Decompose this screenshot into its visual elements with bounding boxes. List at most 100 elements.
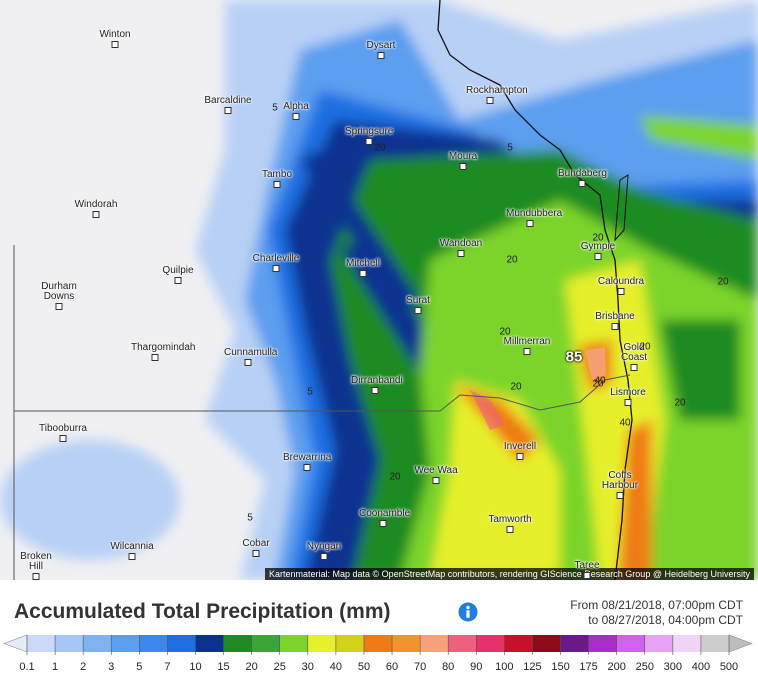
place-marker — [486, 97, 494, 104]
place-label: Tibooburra — [39, 423, 87, 434]
colorbar-tick-label: 2 — [80, 661, 86, 673]
colorbar-tick-label: 125 — [523, 661, 541, 673]
precipitation-field — [0, 0, 758, 580]
colorbar-tick-label: 175 — [579, 661, 597, 673]
legend-title: Accumulated Total Precipitation (mm) — [14, 600, 391, 623]
contour-label: 20 — [499, 326, 511, 338]
place-marker — [174, 277, 182, 284]
place-label: Lismore — [610, 387, 646, 398]
place-label: Tamworth — [488, 514, 532, 525]
colorbar-high-arrow — [728, 634, 753, 653]
legend-from: From 08/21/2018, 07:00pm CDT — [570, 598, 743, 612]
colorbar-segment — [644, 635, 673, 652]
colorbar-tick-label: 1 — [52, 661, 58, 673]
place-marker — [616, 492, 624, 499]
place-marker — [92, 211, 100, 218]
contour-label: 20 — [717, 276, 729, 288]
colorbar-segment — [363, 635, 393, 652]
place-label: Nyngan — [306, 541, 342, 552]
colorbar-tick-label: 5 — [136, 661, 142, 673]
place-marker — [244, 359, 252, 366]
place-label: Surat — [406, 295, 430, 306]
colorbar-tick-label: 200 — [608, 661, 626, 673]
place-label: Millmerran — [503, 336, 551, 347]
place-label: Inverell — [503, 441, 537, 452]
colorbar-segment — [223, 635, 252, 652]
place-label: Winton — [99, 29, 131, 40]
colorbar-segment — [672, 635, 701, 652]
place-label: Dirranbandi — [351, 375, 403, 386]
place-marker — [377, 52, 385, 59]
place-label: Broken Hill — [20, 551, 52, 572]
place-marker — [359, 270, 367, 277]
place-label: Cobar — [242, 538, 270, 549]
place-marker — [55, 303, 63, 310]
contour-label: 5 — [307, 386, 313, 398]
place-label: Moura — [448, 151, 478, 162]
place-label: Charleville — [252, 253, 300, 264]
place-marker — [272, 265, 280, 272]
place-label: Thargomindah — [131, 342, 196, 353]
place-label: Coonamble — [359, 508, 411, 519]
colorbar-tick-label: 80 — [442, 661, 454, 673]
colorbar-segment — [167, 635, 196, 652]
place-label: Windorah — [74, 199, 118, 210]
place-marker — [432, 477, 440, 484]
colorbar-segment — [139, 635, 168, 652]
contour-label: 20 — [592, 232, 604, 244]
place-label: Gympie — [580, 241, 616, 252]
place-label: Tambo — [261, 169, 293, 180]
place-label: Mitchell — [346, 258, 380, 269]
colorbar-segment — [55, 635, 84, 652]
place-marker — [111, 41, 119, 48]
colorbar-tick-label: 25 — [274, 661, 286, 673]
contour-label: 20 — [506, 254, 518, 266]
colorbar-segment — [420, 635, 449, 652]
place-label: Wandoan — [439, 238, 483, 249]
colorbar-tick-label: 150 — [551, 661, 569, 673]
colorbar-tick-label: 90 — [470, 661, 482, 673]
legend-to: to 08/27/2018, 04:00pm CDT — [588, 613, 743, 627]
place-marker — [457, 250, 465, 257]
colorbar-segment — [27, 635, 56, 652]
attribution: Kartenmaterial: Map data © OpenStreetMap… — [265, 568, 754, 580]
colorbar-tick-label: 0.1 — [19, 661, 34, 673]
place-marker — [526, 220, 534, 227]
place-label: Coffs Harbour — [601, 470, 639, 491]
place-marker — [59, 435, 67, 442]
colorbar-tick-label: 500 — [720, 661, 738, 673]
contour-label: 5 — [247, 512, 253, 524]
place-label: Bundaberg — [558, 168, 607, 179]
place-label: Cunnamulla — [224, 347, 278, 358]
place-marker — [252, 550, 260, 557]
colorbar-segment — [392, 635, 421, 652]
colorbar-segment — [560, 635, 589, 652]
colorbar-tick-label: 60 — [386, 661, 398, 673]
colorbar-segment — [504, 635, 533, 652]
place-label: Taree — [574, 560, 600, 571]
place-marker — [128, 553, 136, 560]
info-icon[interactable] — [458, 602, 478, 622]
colorbar-segment — [111, 635, 140, 652]
colorbar-segment — [251, 635, 280, 652]
contour-label: 5 — [272, 102, 278, 114]
place-label: Brisbane — [595, 311, 635, 322]
max-value: 85 — [565, 348, 583, 366]
place-marker — [224, 107, 232, 114]
place-marker — [459, 163, 467, 170]
place-label: Caloundra — [597, 276, 645, 287]
place-marker — [151, 354, 159, 361]
place-marker — [506, 526, 514, 533]
place-label: Springsure — [345, 126, 394, 137]
colorbar-segment — [476, 635, 505, 652]
map: 85 Kartenmaterial: Map data © OpenStreet… — [0, 0, 758, 580]
contour-label: 20 — [510, 381, 522, 393]
colorbar-tick-label: 40 — [330, 661, 342, 673]
place-marker — [273, 181, 281, 188]
place-marker — [371, 387, 379, 394]
colorbar-segment — [532, 635, 561, 652]
place-marker — [578, 180, 586, 187]
place-marker — [303, 464, 311, 471]
place-label: Quilpie — [162, 265, 194, 276]
